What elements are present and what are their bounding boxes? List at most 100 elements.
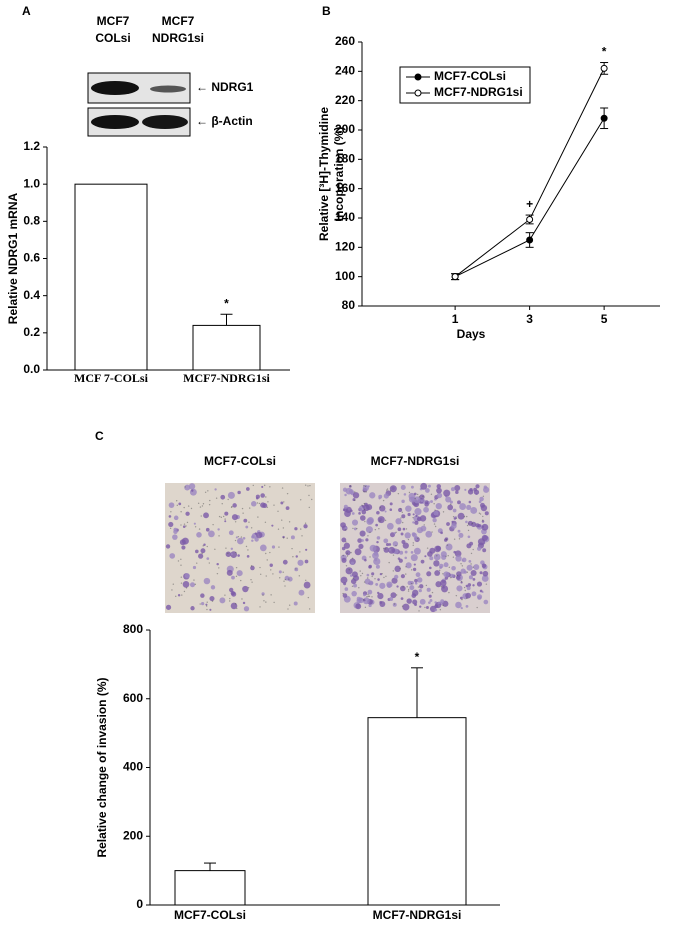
cell — [401, 514, 406, 519]
pore — [183, 523, 186, 525]
pore — [240, 579, 242, 582]
pore — [439, 609, 442, 611]
cell — [375, 564, 380, 569]
pore — [199, 506, 202, 508]
cell — [414, 520, 419, 525]
cell — [214, 488, 217, 491]
pore — [205, 605, 208, 607]
pore — [406, 586, 408, 588]
pore — [466, 571, 469, 573]
cell — [468, 559, 472, 563]
pore — [311, 498, 313, 501]
cell — [375, 523, 378, 527]
pore — [204, 491, 207, 493]
cell — [420, 482, 428, 490]
cell — [359, 530, 366, 537]
pore — [288, 521, 291, 523]
legend-label: MCF7-COLsi — [434, 69, 506, 83]
pore — [295, 568, 297, 570]
pore — [436, 555, 438, 557]
cell — [401, 499, 405, 504]
cell — [466, 564, 473, 571]
cell — [481, 534, 488, 542]
pore — [208, 503, 211, 506]
cell — [242, 585, 249, 593]
pore — [342, 592, 344, 595]
pore — [258, 502, 261, 505]
pore — [286, 492, 289, 495]
pore — [273, 504, 275, 506]
cell — [343, 504, 348, 509]
pore — [425, 584, 428, 587]
cell — [242, 601, 246, 605]
pore — [286, 537, 288, 539]
cell — [482, 548, 487, 553]
pore — [401, 511, 404, 513]
cell — [376, 536, 381, 540]
pore — [282, 571, 284, 573]
pore — [390, 490, 392, 492]
cell — [260, 493, 265, 498]
cell — [169, 553, 176, 559]
cell — [297, 559, 304, 566]
cell — [402, 527, 406, 531]
annotation: * — [415, 650, 420, 664]
y-axis-label: Relative change of invasion (%) — [95, 677, 109, 857]
pore — [388, 561, 390, 564]
cell — [476, 581, 483, 587]
cell — [376, 540, 379, 544]
cell — [433, 560, 440, 567]
pore — [468, 523, 470, 525]
cell — [250, 565, 255, 571]
cell — [427, 484, 431, 488]
cell — [271, 545, 276, 549]
pore — [292, 556, 294, 558]
pore — [257, 516, 259, 518]
cell — [469, 487, 473, 492]
cell — [410, 551, 414, 554]
pore — [235, 575, 238, 578]
pore — [374, 578, 376, 580]
cell — [397, 527, 402, 532]
cell — [209, 595, 215, 602]
pore — [379, 520, 381, 522]
cell — [475, 523, 480, 528]
pore — [411, 569, 413, 571]
pore — [250, 527, 253, 529]
cell — [425, 606, 429, 609]
pore — [466, 597, 468, 600]
pore — [256, 502, 259, 504]
cell — [451, 520, 454, 523]
pore — [401, 521, 404, 524]
cell — [429, 566, 432, 570]
cell — [428, 601, 431, 604]
cell — [394, 565, 401, 573]
cell — [341, 537, 347, 543]
marker — [451, 273, 459, 281]
cell — [415, 572, 421, 578]
bar — [74, 183, 148, 371]
pore — [431, 591, 434, 594]
cell — [426, 571, 432, 577]
pore — [208, 562, 211, 564]
cell — [406, 598, 412, 604]
pore — [360, 574, 362, 577]
marker — [526, 215, 534, 223]
cell — [389, 485, 397, 493]
cell — [475, 484, 480, 489]
pore — [299, 499, 302, 501]
pore — [374, 528, 377, 531]
cell — [436, 484, 442, 489]
cell — [224, 511, 229, 516]
pore — [247, 549, 249, 551]
y-axis-label: Relative [³H]-Thymidine — [317, 107, 331, 241]
cell — [412, 521, 415, 524]
cell — [377, 516, 385, 524]
cell — [255, 497, 259, 500]
pore — [378, 528, 380, 530]
cell — [399, 550, 404, 555]
cell — [400, 597, 404, 600]
band-label: ← β-Actin — [196, 114, 253, 128]
pore — [234, 521, 237, 523]
cell — [383, 547, 390, 553]
